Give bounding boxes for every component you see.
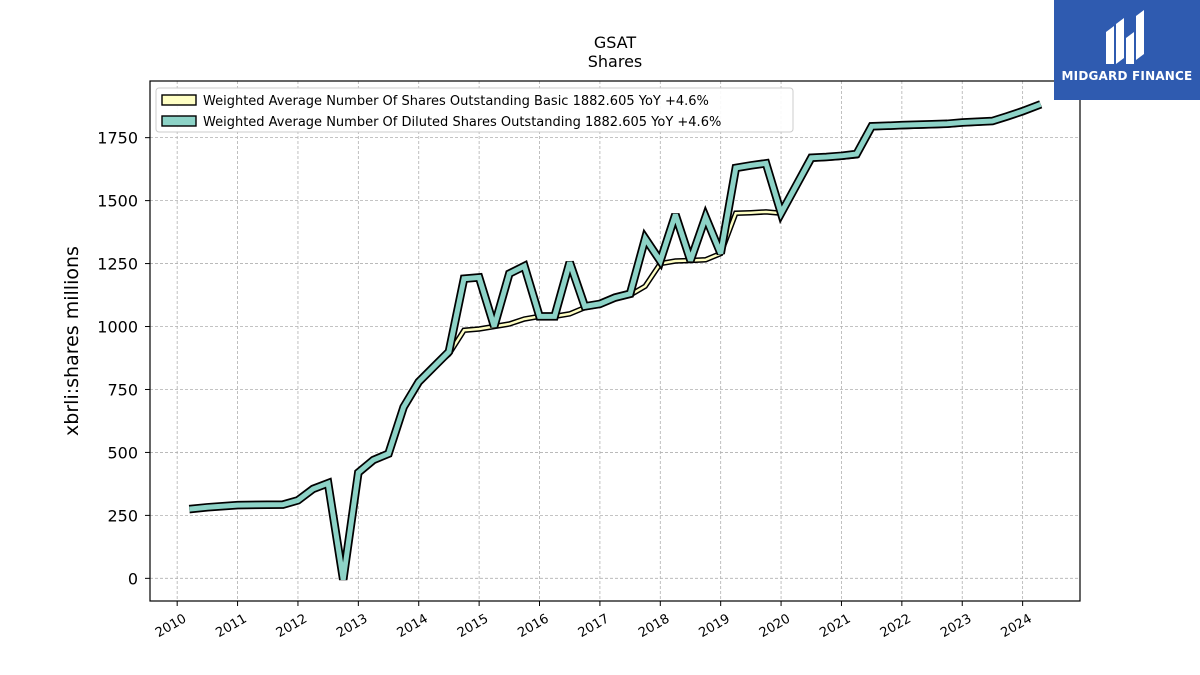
legend-label-0: Weighted Average Number Of Shares Outsta… <box>203 94 709 109</box>
logo-mark-icon <box>1106 10 1144 64</box>
series-outline-0 <box>189 101 1042 581</box>
y-axis-label: xbrli:shares millions <box>61 246 83 436</box>
series-line-0 <box>189 103 1042 580</box>
series-line-1 <box>189 101 1042 580</box>
x-tick-label: 2018 <box>636 611 672 641</box>
x-tick-label: 2016 <box>515 611 551 641</box>
legend-box <box>155 87 794 133</box>
y-tick-label: 750 <box>107 380 138 399</box>
grid-lines <box>150 81 1080 601</box>
x-tick-label: 2011 <box>213 611 249 641</box>
x-tick-label: 2010 <box>153 611 189 641</box>
plot-frame <box>149 80 1081 602</box>
y-axis: 0 250 500 750 1000 1250 1500 1750 <box>97 129 150 588</box>
legend-swatch-1 <box>161 115 197 127</box>
y-tick-label: 0 <box>128 569 138 588</box>
logo-text: MIDGARD FINANCE <box>1061 69 1193 83</box>
x-tick-label: 2017 <box>576 611 612 641</box>
x-tick-label: 2024 <box>998 611 1034 641</box>
y-tick-label: 1250 <box>97 255 138 274</box>
legend: Weighted Average Number Of Shares Outsta… <box>155 87 794 133</box>
y-tick-label: 1500 <box>97 192 138 211</box>
midgard-finance-logo: MIDGARD FINANCE <box>1054 0 1200 100</box>
y-tick-label: 1000 <box>97 318 138 337</box>
series-layer <box>188 100 1043 581</box>
x-tick-label: 2021 <box>817 611 853 641</box>
x-tick-label: 2015 <box>455 611 491 641</box>
y-tick-label: 250 <box>107 506 138 525</box>
series-outline-1 <box>188 100 1043 581</box>
y-tick-label: 1750 <box>97 129 138 148</box>
chart-title: GSAT <box>594 33 637 52</box>
x-tick-label: 2020 <box>757 611 793 641</box>
x-axis: 2010 2011 2012 2013 2014 2015 2016 2017 2018 2019… <box>153 601 1035 641</box>
x-tick-label: 2022 <box>878 611 914 641</box>
x-tick-label: 2013 <box>334 611 370 641</box>
x-tick-label: 2023 <box>938 611 974 641</box>
x-tick-label: 2014 <box>395 611 431 641</box>
chart-subtitle: Shares <box>588 52 643 71</box>
y-tick-label: 500 <box>107 443 138 462</box>
legend-swatch-0 <box>161 94 197 106</box>
x-tick-label: 2012 <box>274 611 310 641</box>
legend-label-1: Weighted Average Number Of Diluted Share… <box>203 115 721 130</box>
x-tick-label: 2019 <box>697 611 733 641</box>
